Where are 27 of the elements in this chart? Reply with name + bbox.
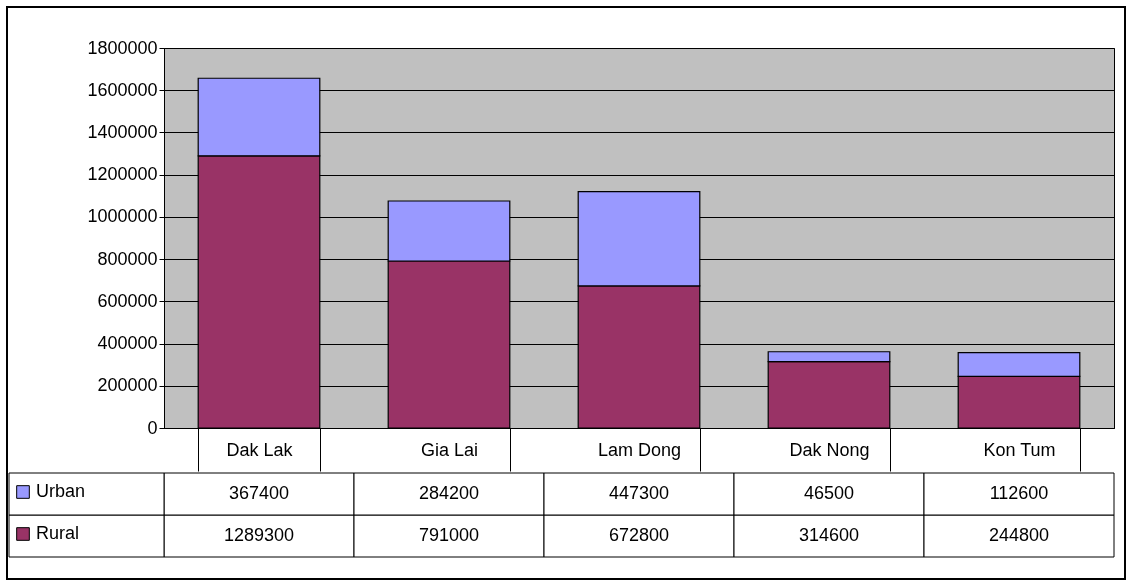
- y-tick-label: 1400000: [87, 121, 158, 142]
- y-tick-label: 1600000: [87, 79, 158, 100]
- data-label: 46500: [803, 483, 855, 503]
- y-tick-label: 800000: [97, 248, 158, 269]
- x-tick-label: Gia Lai: [420, 439, 479, 460]
- x-tick-label: Lam Dong: [597, 439, 682, 460]
- y-tick-label: 1800000: [87, 37, 158, 58]
- y-tick-label: 0: [147, 417, 158, 438]
- legend-label: Rural: [36, 523, 80, 543]
- data-label: 447300: [608, 483, 670, 503]
- y-tick-label: 1200000: [87, 164, 158, 185]
- data-label: 112600: [989, 483, 1049, 503]
- x-tick-label: Dak Nong: [789, 439, 870, 460]
- data-label: 367400: [228, 483, 290, 503]
- data-label: 791000: [418, 525, 480, 545]
- x-tick-label: Dak Lak: [226, 439, 294, 460]
- data-label: 1289300: [223, 525, 295, 545]
- data-label: 284200: [418, 483, 480, 503]
- y-tick-label: 600000: [97, 290, 158, 311]
- data-label: 244800: [988, 525, 1050, 545]
- data-label: 672800: [608, 525, 670, 545]
- data-label: 314600: [798, 525, 860, 545]
- x-tick-label: Kon Tum: [983, 439, 1056, 460]
- y-tick-label: 200000: [97, 375, 158, 396]
- legend-label: Urban: [36, 481, 86, 501]
- y-tick-label: 400000: [97, 333, 158, 354]
- y-tick-label: 1000000: [87, 206, 158, 227]
